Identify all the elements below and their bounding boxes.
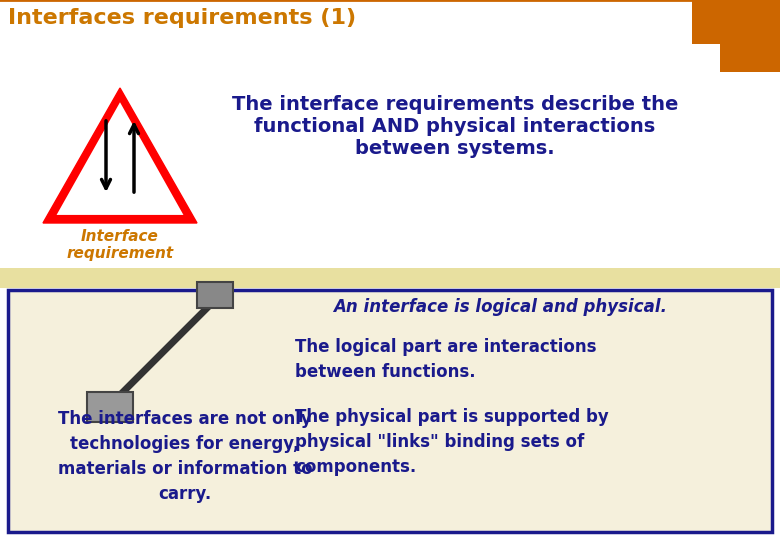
Text: The physical part is supported by
physical "links" binding sets of
components.: The physical part is supported by physic… bbox=[295, 408, 608, 476]
Text: An interface is logical and physical.: An interface is logical and physical. bbox=[333, 298, 667, 316]
Text: The interfaces are not only
technologies for energy,
materials or information to: The interfaces are not only technologies… bbox=[58, 410, 312, 503]
FancyBboxPatch shape bbox=[0, 268, 780, 288]
Text: functional AND physical interactions: functional AND physical interactions bbox=[254, 117, 656, 136]
Text: between systems.: between systems. bbox=[355, 139, 555, 158]
Polygon shape bbox=[43, 88, 197, 223]
FancyBboxPatch shape bbox=[8, 290, 772, 532]
Text: Interfaces requirements (1): Interfaces requirements (1) bbox=[8, 8, 356, 28]
FancyBboxPatch shape bbox=[692, 0, 780, 72]
FancyBboxPatch shape bbox=[692, 44, 720, 72]
Polygon shape bbox=[53, 98, 187, 217]
Polygon shape bbox=[197, 282, 233, 308]
Text: The interface requirements describe the: The interface requirements describe the bbox=[232, 95, 678, 114]
Text: The logical part are interactions
between functions.: The logical part are interactions betwee… bbox=[295, 338, 597, 381]
Polygon shape bbox=[87, 392, 133, 422]
Text: Interface
requirement: Interface requirement bbox=[66, 229, 174, 261]
